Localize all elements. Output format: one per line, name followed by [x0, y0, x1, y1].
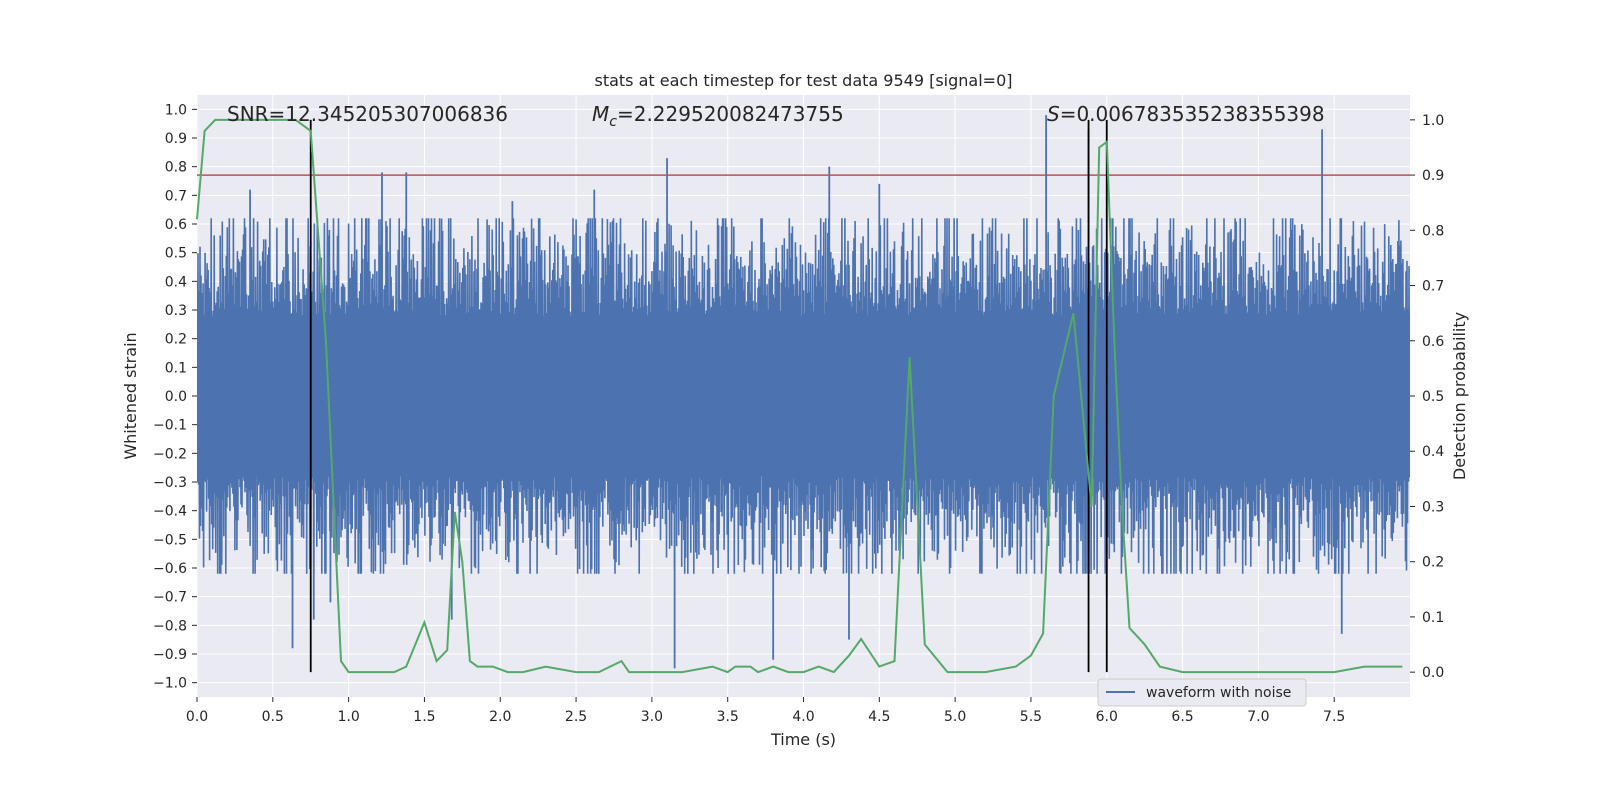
x-tick-label: 1.0 [337, 709, 359, 725]
y-right-tick-label: 0.0 [1422, 665, 1444, 681]
x-tick-label: 7.0 [1247, 709, 1269, 725]
x-tick-label: 5.0 [944, 709, 966, 725]
y-right-tick-label: 0.6 [1422, 334, 1444, 350]
y-left-tick-label: 0.6 [165, 217, 187, 233]
chirp-mass-annotation: Mc=2.229520082473755 [592, 102, 844, 130]
noise-waveform-series [197, 115, 1410, 669]
x-tick-label: 4.5 [868, 709, 890, 725]
y-right-tick-label: 0.7 [1422, 279, 1444, 295]
snr-annotation: SNR=12.345205307006836 [227, 102, 508, 126]
y-right-tick-label: 0.5 [1422, 389, 1444, 405]
y-left-tick-label: 0.9 [165, 131, 187, 147]
y-right-tick-label: 1.0 [1422, 113, 1444, 129]
x-tick-label: 5.5 [1020, 709, 1042, 725]
y-left-tick-label: −0.1 [153, 418, 187, 434]
overlay-lines [196, 118, 1410, 674]
x-tick-label: 0.0 [186, 709, 208, 725]
y-left-tick-label: −1.0 [153, 676, 187, 692]
legend-label: waveform with noise [1146, 685, 1291, 701]
y-left-tick-label: 0.5 [165, 246, 187, 262]
y-left-tick-label: 1.0 [165, 102, 187, 118]
y-left-tick-label: 0.7 [165, 188, 187, 204]
y-left-tick-label: 0.2 [165, 332, 187, 348]
x-tick-label: 7.5 [1323, 709, 1345, 725]
x-tick-label: 6.0 [1096, 709, 1118, 725]
y-left-tick-label: 0.4 [165, 274, 187, 290]
x-tick-label: 3.0 [641, 709, 663, 725]
y-right-tick-label: 0.2 [1422, 555, 1444, 571]
chirp-mass-value: =2.229520082473755 [617, 102, 844, 126]
detection-probability-line [196, 118, 1403, 674]
s-annotation: S=0.006783535238355398 [1047, 102, 1325, 126]
y-right-tick-label: 0.3 [1422, 499, 1444, 515]
y-left-tick-label: 0.3 [165, 303, 187, 319]
x-tick-label: 2.5 [565, 709, 587, 725]
y-right-tick-label: 0.4 [1422, 444, 1444, 460]
y-right-tick-label: 0.8 [1422, 223, 1444, 239]
y-left-tick-label: 0.0 [165, 389, 187, 405]
x-axis-label: Time (s) [770, 730, 836, 749]
x-tick-label: 4.0 [792, 709, 814, 725]
y-left-tick-label: 0.8 [165, 160, 187, 176]
noise-waveform-line [197, 218, 1410, 574]
y-axis-label-right: Detection probability [1450, 312, 1469, 480]
y-left-tick-label: −0.9 [153, 647, 187, 663]
chirp-mass-subscript: c [609, 114, 617, 130]
x-tick-label: 1.5 [413, 709, 435, 725]
s-symbol: S [1047, 102, 1060, 126]
axis-ticks: 0.0 0.5 1.0 1.5 2.0 2.5 3.0 3.5 4.0 4.5 5.0 5.5 6.0 6… [153, 102, 1444, 725]
y-left-tick-label: −0.2 [153, 446, 187, 462]
y-right-tick-label: 0.9 [1422, 168, 1444, 184]
s-value: =0.006783535238355398 [1060, 102, 1325, 126]
x-tick-label: 6.5 [1171, 709, 1193, 725]
y-left-tick-label: −0.7 [153, 590, 187, 606]
y-left-tick-label: −0.3 [153, 475, 187, 491]
x-tick-label: 0.5 [262, 709, 284, 725]
y-left-tick-label: −0.6 [153, 561, 187, 577]
y-right-tick-label: 0.1 [1422, 610, 1444, 626]
x-tick-label: 2.0 [489, 709, 511, 725]
y-left-tick-label: −0.8 [153, 618, 187, 634]
x-tick-label: 3.5 [717, 709, 739, 725]
y-left-tick-label: 0.1 [165, 360, 187, 376]
chirp-mass-symbol: M [592, 102, 609, 126]
legend-box [1097, 678, 1307, 707]
legend: waveform with noise [1097, 678, 1307, 707]
y-left-tick-label: −0.5 [153, 532, 187, 548]
y-axis-label-left: Whitened strain [121, 332, 140, 459]
chart-title: stats at each timestep for test data 954… [594, 71, 1012, 90]
y-left-tick-label: −0.4 [153, 504, 187, 520]
